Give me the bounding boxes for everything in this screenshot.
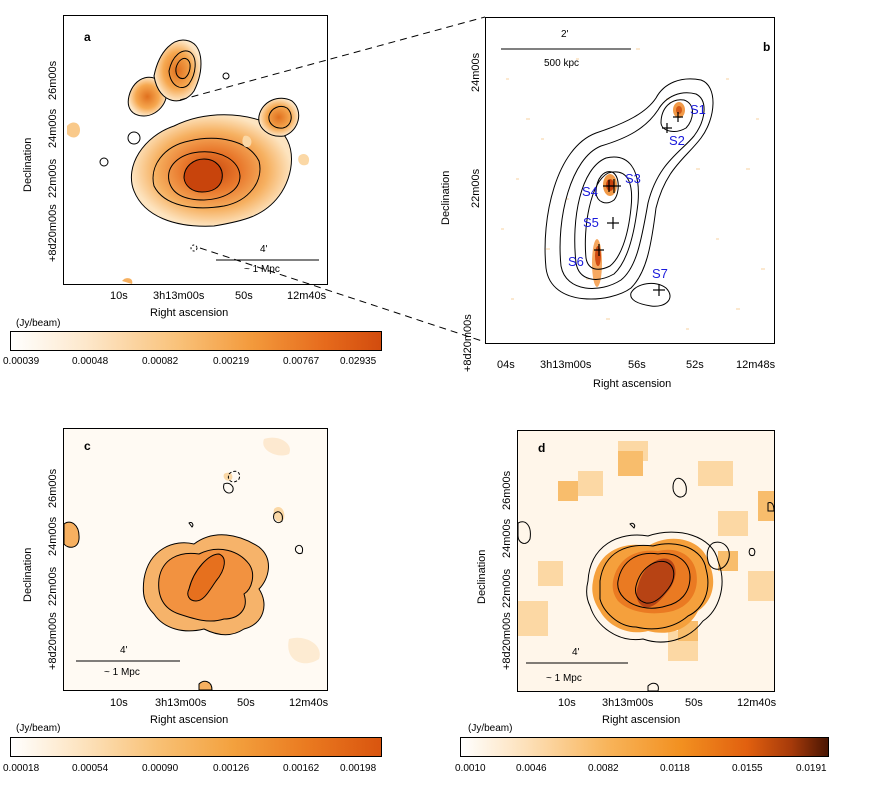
panel-b-xtick: 04s: [497, 359, 515, 371]
panel-c-colorbar-tick: 0.00126: [213, 763, 250, 774]
panel-c-ylabel: Declination: [22, 547, 34, 602]
panel-c-colorbar-unit: (Jy/beam): [16, 723, 61, 734]
panel-c-xlabel: Right ascension: [150, 714, 229, 726]
panel-a-xtick: 12m40s: [287, 290, 327, 302]
panel-a-colorbar-tick: 0.00082: [142, 356, 179, 367]
panel-a-xtick: 10s: [110, 290, 128, 302]
source-label: S2: [669, 133, 685, 148]
panel-d-xtick: 3h13m00s: [602, 697, 654, 709]
source-label: S4: [582, 184, 598, 199]
panel-d-scalebar-angle: 4': [572, 647, 580, 658]
panel-d-xtick: 12m40s: [737, 697, 777, 709]
panel-c-ytick: 24m00s: [47, 516, 59, 556]
panel-d-plot: d 4' ~ 1 Mpc: [517, 430, 775, 692]
panel-b-ytick: 24m00s: [470, 52, 482, 92]
panel-a-colorbar-tick: 0.00219: [213, 356, 250, 367]
panel-d-image: [518, 431, 774, 691]
panel-b-scalebar-distance: 500 kpc: [544, 58, 580, 69]
panel-d-colorbar-tick: 0.0118: [660, 763, 690, 774]
panel-a-scalebar-angle: 4': [260, 244, 268, 255]
source-label: S6: [568, 254, 584, 269]
panel-b-xlabel: Right ascension: [593, 378, 672, 390]
panel-c-ytick: 22m00s: [47, 566, 59, 606]
panel-a-plot: a 4' ~ 1 Mpc: [63, 15, 328, 285]
panel-d-xtick: 10s: [558, 697, 576, 709]
panel-d-ylabel: Declination: [476, 549, 488, 604]
panel-c-scalebar-angle: 4': [120, 645, 128, 656]
panel-a-xtick: 3h13m00s: [153, 290, 205, 302]
panel-a-colorbar: [10, 331, 382, 351]
panel-a-scalebar-distance: ~ 1 Mpc: [244, 264, 280, 275]
panel-c-plot: c 4' ~ 1 Mpc: [63, 428, 328, 691]
panel-a-colorbar-unit: (Jy/beam): [16, 318, 61, 329]
panel-b-ylabel: Declination: [440, 170, 452, 225]
panel-a-colorbar-tick: 0.00048: [72, 356, 109, 367]
panel-d-colorbar-unit: (Jy/beam): [468, 723, 513, 734]
panel-d-xlabel: Right ascension: [602, 714, 681, 726]
source-label: S3: [625, 171, 641, 186]
panel-d-ytick: +8d20m00s: [501, 612, 513, 670]
panel-b-ytick: +8d20m00s: [462, 314, 474, 372]
panel-d-colorbar-tick: 0.0046: [516, 763, 547, 774]
panel-c-colorbar-tick: 0.00198: [340, 763, 377, 774]
panel-d-colorbar-tick: 0.0010: [455, 763, 486, 774]
panel-c-xtick: 10s: [110, 697, 128, 709]
panel-d-ytick: 26m00s: [501, 470, 513, 510]
panel-c-ytick: 26m00s: [47, 468, 59, 508]
panel-c-xtick: 50s: [237, 697, 255, 709]
panel-b-xtick: 52s: [686, 359, 704, 371]
panel-b-scalebar-angle: 2': [561, 29, 569, 40]
panel-d-ytick: 22m00s: [501, 568, 513, 608]
panel-c-scalebar-distance: ~ 1 Mpc: [104, 667, 140, 678]
zoom-connector-lines: [179, 16, 486, 343]
panel-b-xtick: 3h13m00s: [540, 359, 592, 371]
panel-c-colorbar-tick: 0.00090: [142, 763, 179, 774]
panel-d-ytick: 24m00s: [501, 518, 513, 558]
panel-d-colorbar-tick: 0.0155: [732, 763, 763, 774]
panel-d-xtick: 50s: [685, 697, 703, 709]
panel-b-xtick: 12m48s: [736, 359, 776, 371]
panel-c-colorbar-tick: 0.00054: [72, 763, 109, 774]
panel-a-colorbar-tick: 0.02935: [340, 356, 377, 367]
source-label: S7: [652, 266, 668, 281]
panel-a-colorbar-tick: 0.00039: [3, 356, 40, 367]
panel-b-plot: b 2' 500 kpc S1 S2 S3 S4 S5 S6 S7: [485, 17, 775, 344]
panel-d-scalebar-distance: ~ 1 Mpc: [546, 673, 582, 684]
panel-a-image: [67, 39, 319, 284]
panel-b-image: [501, 48, 765, 330]
source-label: S1: [690, 102, 706, 117]
panel-d-colorbar-tick: 0.0191: [796, 763, 827, 774]
panel-a-xtick: 50s: [235, 290, 253, 302]
source-label: S5: [583, 215, 599, 230]
panel-c-colorbar-tick: 0.00018: [3, 763, 40, 774]
panel-a-colorbar-tick: 0.00767: [283, 356, 320, 367]
panel-a-label: a: [84, 30, 91, 44]
panel-d-colorbar: [460, 737, 829, 757]
panel-c-colorbar: [10, 737, 382, 757]
panel-c-ytick: +8d20m00s: [47, 612, 59, 670]
panel-b-ytick: 22m00s: [470, 168, 482, 208]
panel-d-label: d: [538, 441, 546, 455]
panel-c-label: c: [84, 439, 91, 453]
panel-b-xtick: 56s: [628, 359, 646, 371]
panel-c-xtick: 3h13m00s: [155, 697, 207, 709]
panel-b-label: b: [763, 40, 771, 54]
panel-a-xlabel: Right ascension: [150, 307, 229, 319]
panel-c-image: [64, 429, 327, 690]
panel-d-colorbar-tick: 0.0082: [588, 763, 619, 774]
panel-c-colorbar-tick: 0.00162: [283, 763, 320, 774]
panel-c-xtick: 12m40s: [289, 697, 329, 709]
